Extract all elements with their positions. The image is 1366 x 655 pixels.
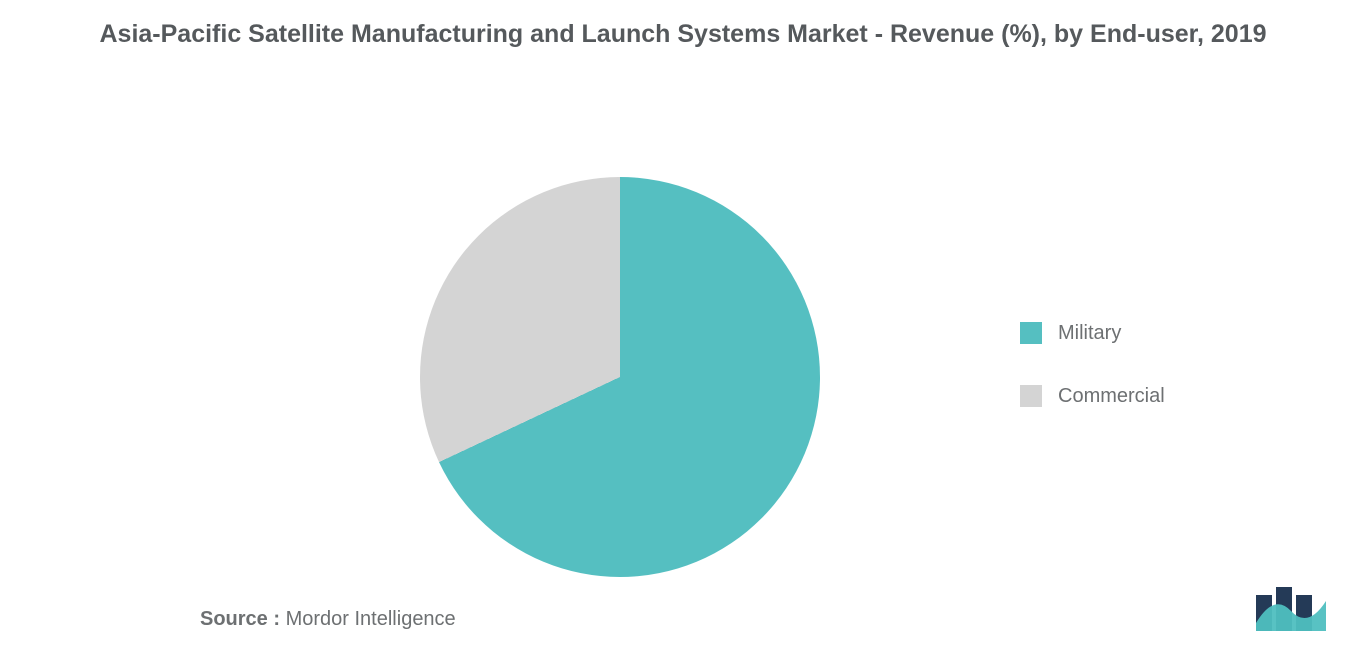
source-label: Source :	[200, 608, 280, 630]
source-attribution: Source : Mordor Intelligence	[200, 608, 456, 631]
chart-title: Asia-Pacific Satellite Manufacturing and…	[0, 0, 1366, 52]
pie-chart	[420, 177, 820, 577]
legend-item-commercial: Commercial	[1020, 385, 1165, 408]
legend-label-commercial: Commercial	[1058, 385, 1165, 408]
footer: Source : Mordor Intelligence	[0, 583, 1366, 631]
legend-item-military: Military	[1020, 322, 1165, 345]
legend-label-military: Military	[1058, 322, 1121, 345]
source-value: Mordor Intelligence	[286, 608, 456, 630]
legend: Military Commercial	[1020, 322, 1165, 408]
legend-swatch-commercial	[1020, 385, 1042, 407]
brand-logo	[1256, 583, 1326, 631]
legend-swatch-military	[1020, 322, 1042, 344]
